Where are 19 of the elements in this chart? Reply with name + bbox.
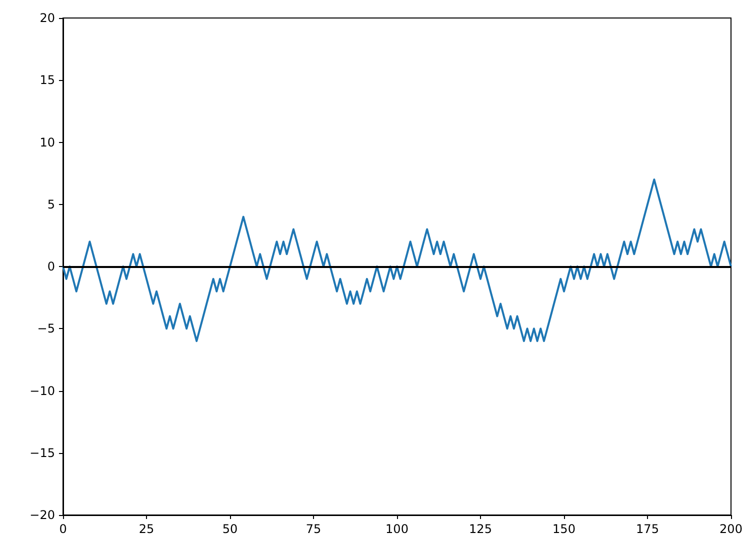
line-series	[62, 178, 732, 342]
x-tick-label: 125	[469, 522, 492, 536]
y-tick-label: 10	[40, 135, 55, 150]
y-tick-label: −15	[30, 446, 55, 460]
x-tick-label: 75	[306, 522, 322, 536]
y-tick-label: 5	[47, 197, 55, 212]
y-tick-label: 20	[40, 11, 55, 25]
x-tick-label: 100	[386, 522, 408, 536]
y-tick-label: −10	[30, 384, 55, 398]
y-tick-label: −20	[30, 508, 55, 522]
x-tick-label: 0	[59, 522, 67, 536]
y-tick-label: 15	[40, 73, 55, 88]
y-tick-label: −5	[37, 322, 55, 336]
x-tick-label: 150	[552, 522, 576, 536]
x-tick-label: 50	[222, 522, 238, 536]
x-tick-label: 175	[636, 522, 659, 536]
x-tick-label: 200	[720, 522, 742, 536]
x-tick-label: 25	[138, 522, 154, 536]
y-tick-label: 0	[47, 260, 55, 274]
